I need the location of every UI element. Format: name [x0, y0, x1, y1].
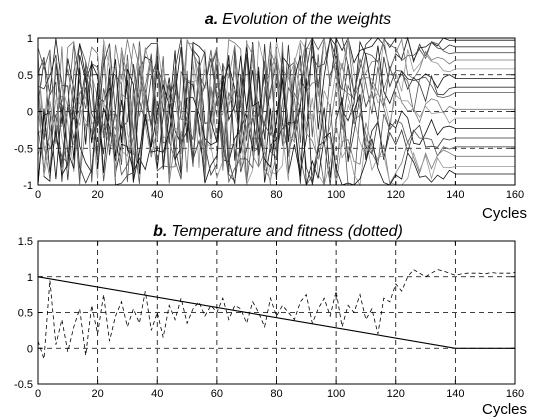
panel-b-ytick-label: 0.5	[18, 308, 33, 320]
panel-a-ytick-label: 0	[27, 107, 33, 119]
weight-series-line	[37, 44, 515, 186]
panel-b-xtick-label: 120	[387, 388, 405, 400]
panel-a-xtick-label: 160	[506, 189, 524, 201]
panel-b-ytick-label: 1	[27, 272, 33, 284]
panel-a-title: a. Evolution of the weights	[205, 11, 391, 28]
panel-a-ticks: 0 20 40 60 80 100 120 140 160 -1 -0.5 0 0.5 1	[14, 33, 524, 201]
panel-b-ytick-label: 1.5	[18, 236, 33, 248]
panel-b-xtick-label: 20	[92, 388, 104, 400]
weight-series-line	[37, 37, 515, 184]
panel-a-ytick-label: 1	[27, 33, 33, 45]
panel-b-series-group	[37, 269, 516, 360]
panel-a-xtick-label: 140	[446, 189, 464, 201]
weight-series-line	[37, 41, 515, 186]
weight-series-line	[37, 47, 515, 186]
panel-b-grid	[38, 241, 515, 384]
panel-a-xlabel: Cycles	[482, 205, 527, 222]
panel-b-xtick-label: 0	[35, 388, 41, 400]
panel-b-title-prefix: b.	[153, 223, 167, 240]
panel-b-title: b. Temperature and fitness (dotted)	[153, 223, 403, 240]
panel-b-xtick-label: 40	[151, 388, 163, 400]
panel-a-xtick-label: 60	[211, 189, 223, 201]
panel-b-xtick-label: 80	[270, 388, 282, 400]
panel-a-title-prefix: a.	[205, 11, 218, 28]
panel-a-title-text: Evolution of the weights	[222, 11, 391, 28]
panel-a-series-group	[37, 36, 515, 187]
panel-b-xtick-label: 100	[327, 388, 345, 400]
panel-a-xtick-label: 80	[270, 189, 282, 201]
panel-b-ytick-label: -0.5	[14, 379, 33, 391]
panel-b-title-text: Temperature and fitness (dotted)	[171, 223, 403, 240]
panel-a-ytick-label: -0.5	[14, 143, 33, 155]
panel-a-xtick-label: 40	[151, 189, 163, 201]
weight-series-line	[37, 37, 515, 182]
panel-b-ticks: 0 20 40 60 80 100 120 140 160-0.500.511.5	[14, 236, 524, 400]
panel-a-weights: a. Evolution of the weights 0 20 40 60 80 100 1…	[14, 11, 527, 222]
panel-a-xtick-label: 120	[387, 189, 405, 201]
panel-b-ytick-label: 0	[27, 343, 33, 355]
weight-series-line	[37, 42, 515, 187]
panel-a-ytick-label: -1	[23, 180, 33, 192]
panel-b-xtick-label: 140	[446, 388, 464, 400]
panel-a-xtick-label: 100	[327, 189, 345, 201]
panel-a-xtick-label: 0	[35, 189, 41, 201]
panel-a-ytick-label: 0.5	[18, 70, 33, 82]
panel-b-temperature-fitness: b. Temperature and fitness (dotted) 0 20 40…	[14, 223, 527, 418]
weight-series-line	[37, 41, 515, 186]
panel-b-xlabel: Cycles	[482, 401, 527, 418]
panel-a-grid	[38, 38, 515, 185]
temperature-line	[37, 276, 515, 349]
panel-b-xtick-label: 160	[506, 388, 524, 400]
panel-b-xtick-label: 60	[211, 388, 223, 400]
panel-a-xtick-label: 20	[92, 189, 104, 201]
weight-series-line	[37, 45, 515, 187]
